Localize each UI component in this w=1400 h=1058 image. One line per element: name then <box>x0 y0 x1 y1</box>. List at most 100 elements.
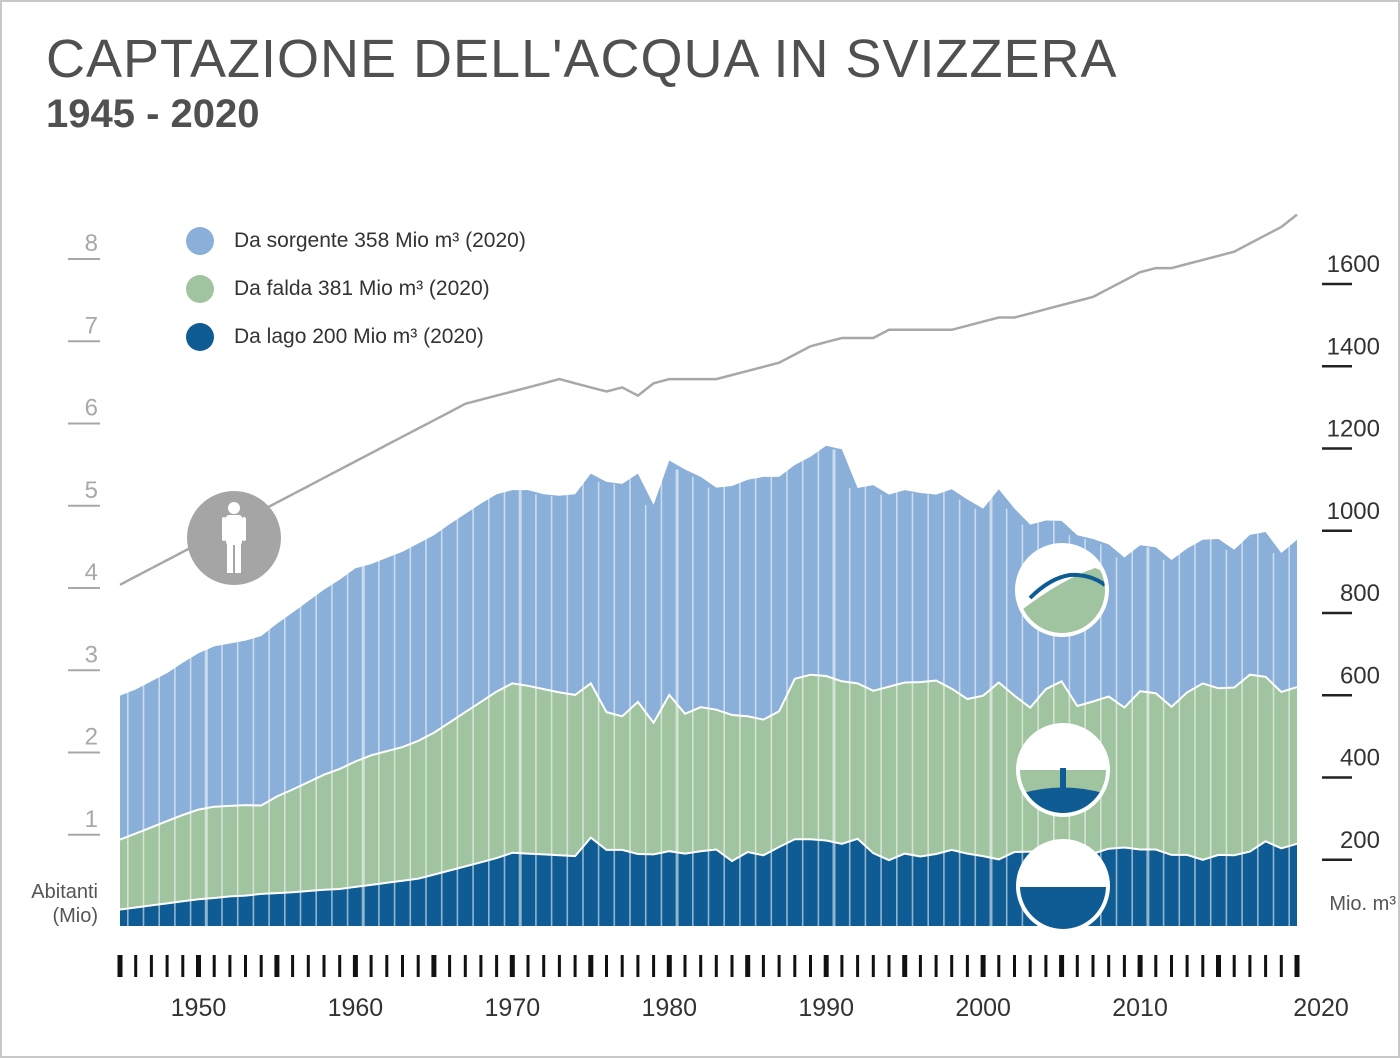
legend-label-groundwater: Da falda 381 Mio m³ (2020) <box>234 277 490 300</box>
x-axis-tick <box>1216 955 1221 977</box>
x-axis-tick <box>1264 955 1268 977</box>
x-axis-tick <box>666 955 672 977</box>
spring-icon <box>1015 543 1109 637</box>
x-axis-tick <box>401 955 404 977</box>
x-axis-tick <box>322 955 326 977</box>
legend-swatch-spring <box>186 227 214 255</box>
legend-label-spring: Da sorgente 358 Mio m³ (2020) <box>234 229 526 252</box>
x-axis-tick <box>573 955 577 977</box>
left-axis-tick-label: 6 <box>85 395 98 422</box>
x-axis-tick <box>479 955 483 977</box>
legend-item-lake: Da lago 200 Mio m³ (2020) <box>186 320 484 354</box>
x-axis-tick <box>652 955 656 977</box>
x-axis-tick <box>352 955 358 977</box>
x-axis-tick <box>823 955 829 977</box>
x-axis-tick <box>117 955 123 977</box>
x-axis-tick <box>997 955 1001 977</box>
x-axis-tick <box>745 955 751 977</box>
x-axis-tick <box>1075 955 1079 977</box>
x-axis-tick <box>542 955 546 977</box>
x-axis-tick-label: 2020 <box>1293 994 1349 1022</box>
x-axis-tick <box>274 955 280 977</box>
x-axis-tick <box>259 955 263 977</box>
x-axis-tick <box>1107 955 1111 977</box>
x-axis-tick <box>793 955 797 977</box>
left-axis-title-line1: Abitanti <box>31 881 98 903</box>
x-axis-tick <box>1279 955 1283 977</box>
legend-swatch-groundwater <box>186 275 214 303</box>
chart-subtitle: 1945 - 2020 <box>46 92 260 136</box>
right-axis-tick-label: 400 <box>1340 745 1380 772</box>
x-axis-tick <box>1170 955 1173 977</box>
x-axis-tick <box>463 955 467 977</box>
x-axis-tick <box>212 955 216 977</box>
right-axis-tick-label: 600 <box>1340 662 1380 689</box>
x-axis-tick <box>1248 955 1252 977</box>
x-axis-tick <box>509 955 515 977</box>
right-axis: 200 400 600 800 1000 1200 1400 1600 <box>1322 251 1380 861</box>
groundwater-well-icon <box>1016 723 1110 817</box>
x-axis-tick <box>871 955 875 977</box>
x-axis-tick <box>416 955 420 977</box>
left-axis-tick-label: 7 <box>85 312 98 339</box>
x-axis-tick <box>338 955 342 977</box>
x-axis-tick <box>588 955 594 977</box>
x-axis-tick <box>448 955 452 977</box>
left-axis: 1 2 3 4 5 6 7 8 <box>68 230 100 836</box>
x-axis-tick <box>385 955 389 977</box>
person-icon <box>187 491 281 585</box>
x-axis-tick <box>1122 955 1126 977</box>
x-axis-tick <box>1137 955 1143 977</box>
x-axis-tick <box>605 955 608 977</box>
x-axis-tick <box>620 955 624 977</box>
x-axis-tick-label: 1960 <box>328 994 384 1022</box>
x-axis-tick <box>918 955 922 977</box>
x-axis-tick <box>777 955 781 977</box>
left-axis-tick-label: 3 <box>85 641 98 668</box>
x-axis-tick-label: 1970 <box>485 994 541 1022</box>
left-axis-title-line2: (Mio) <box>52 905 98 927</box>
x-axis-tick <box>699 955 703 977</box>
x-axis-tick <box>306 955 310 977</box>
legend-label-lake: Da lago 200 Mio m³ (2020) <box>234 325 484 348</box>
x-axis-tick <box>1185 955 1189 977</box>
x-axis-tick <box>181 955 185 977</box>
x-axis-tick <box>1028 955 1032 977</box>
right-axis-tick-label: 200 <box>1340 827 1380 854</box>
x-axis-tick-label: 2010 <box>1112 994 1168 1022</box>
x-axis-tick <box>761 955 765 977</box>
x-axis-tick <box>291 955 295 977</box>
x-axis-tick <box>856 955 860 977</box>
left-axis-tick-label: 8 <box>85 230 98 257</box>
x-axis-tick-label: 2000 <box>955 994 1011 1022</box>
x-axis-tick <box>1013 955 1016 977</box>
x-axis-tick <box>950 955 954 977</box>
x-axis-tick <box>1059 955 1065 977</box>
x-axis: 1950 1960 1970 1980 1990 2000 2010 2020 <box>117 955 1349 1022</box>
x-axis-tick <box>526 955 530 977</box>
legend-swatch-lake <box>186 323 214 351</box>
x-axis-tick <box>840 955 844 977</box>
x-axis-tick-label: 1990 <box>798 994 854 1022</box>
population-line <box>119 213 1298 586</box>
x-axis-tick <box>165 955 169 977</box>
left-axis-tick-label: 4 <box>85 559 98 586</box>
x-axis-tick <box>495 955 499 977</box>
bar-stripes <box>127 445 1290 926</box>
x-axis-tick <box>196 955 201 977</box>
right-axis-tick-label: 1200 <box>1327 416 1380 443</box>
x-axis-tick <box>1091 955 1095 977</box>
x-axis-tick <box>902 955 908 977</box>
x-axis-tick <box>809 955 812 977</box>
x-axis-tick-label: 1980 <box>641 994 697 1022</box>
x-axis-tick <box>134 955 138 977</box>
left-axis-tick-label: 1 <box>85 806 98 833</box>
x-axis-tick <box>965 955 969 977</box>
x-axis-tick <box>228 955 232 977</box>
x-axis-tick <box>431 955 437 977</box>
x-axis-tick <box>730 955 734 977</box>
right-axis-title: Mio. m³ <box>1329 893 1396 915</box>
x-axis-tick-label: 1950 <box>171 994 227 1022</box>
x-axis-tick <box>149 955 153 977</box>
